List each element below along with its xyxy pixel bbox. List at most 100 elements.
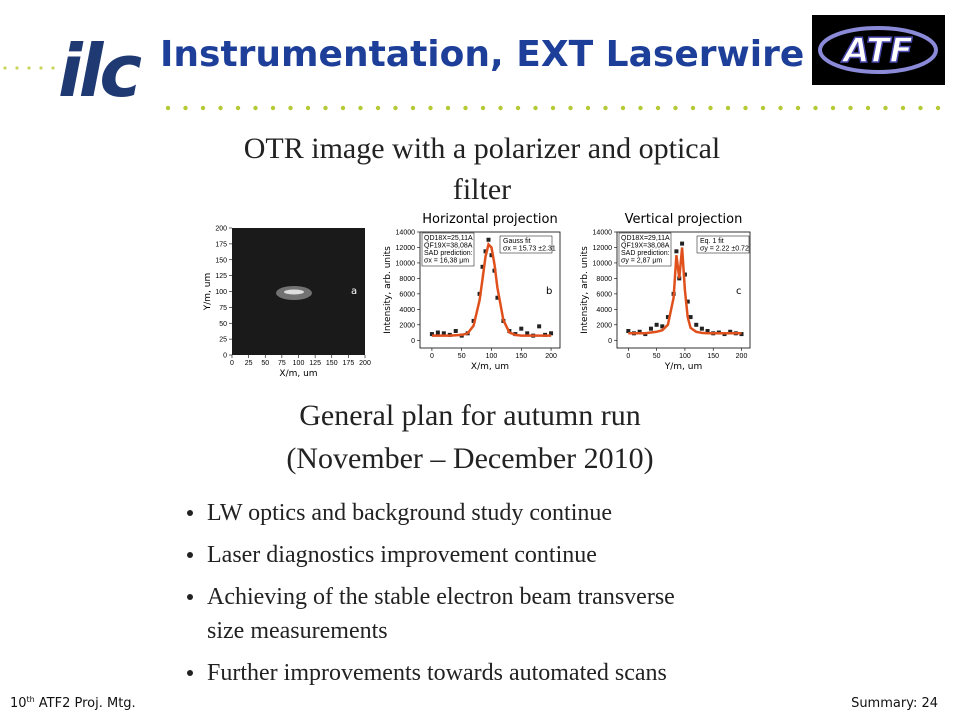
legend-text: QF19X=38,08A (621, 243, 670, 250)
logo: ilc (58, 29, 141, 113)
footer-left: 10th ATF2 Proj. Mtg. (10, 695, 136, 711)
beam-spot (284, 289, 304, 295)
y-tick-label: 2000 (596, 322, 612, 329)
x-tick-label: 175 (343, 360, 355, 367)
data-point (688, 315, 693, 320)
bullet (187, 594, 193, 600)
y-tick-label: 75 (219, 305, 227, 312)
x-tick-label: 100 (679, 353, 691, 360)
dot (533, 105, 538, 111)
panel-label: b (546, 286, 552, 297)
data-point (648, 326, 653, 331)
x-tick-label: 25 (245, 360, 253, 367)
x-tick-label: 150 (515, 353, 527, 360)
dot (270, 105, 276, 111)
legend-text: QF19X=38,08A (424, 243, 473, 250)
x-tick-label: 125 (309, 360, 321, 367)
dot (39, 66, 43, 70)
x-tick-label: 150 (707, 353, 719, 360)
dot (410, 105, 416, 111)
y-tick-label: 6000 (596, 291, 612, 298)
x-axis-label: X/m, um (471, 362, 509, 372)
y-axis-label: Y/m, um (203, 273, 213, 312)
data-point (739, 332, 744, 337)
y-tick-label: 10000 (396, 260, 416, 267)
dot (27, 66, 31, 70)
dot (550, 105, 556, 111)
data-point (626, 328, 631, 333)
dot (830, 105, 836, 111)
dot (323, 105, 328, 111)
dot (463, 105, 468, 111)
dot (638, 105, 643, 111)
data-point (699, 326, 704, 331)
x-tick-label: 200 (545, 353, 557, 360)
dot (883, 105, 888, 111)
dot (620, 105, 626, 111)
dot (848, 105, 853, 111)
dot (51, 66, 55, 70)
footer-sup: th (27, 695, 35, 704)
data-point (694, 322, 699, 327)
x-axis-label: Y/m, um (664, 362, 703, 372)
dot (603, 105, 608, 111)
bullet-text: LW optics and background study continue (207, 500, 612, 526)
dot (655, 105, 661, 111)
data-point (637, 329, 642, 334)
dot (690, 105, 696, 111)
dot (340, 105, 346, 111)
dot (218, 105, 223, 111)
panel-label: a (351, 286, 357, 297)
bullet (187, 670, 193, 676)
x-tick-label: 0 (430, 353, 434, 360)
dot (673, 105, 678, 111)
y-tick-label: 50 (219, 321, 227, 328)
figure-heading: OTR image with a polarizer and optical (244, 132, 721, 165)
y-tick-label: 200 (215, 226, 227, 233)
x-tick-label: 100 (486, 353, 498, 360)
bullet-text: Laser diagnostics improvement continue (207, 542, 597, 568)
bullet (187, 510, 193, 516)
y-tick-label: 2000 (399, 322, 415, 329)
data-point (441, 331, 446, 336)
data-point (435, 330, 440, 335)
data-point (537, 324, 542, 329)
footer-right: Summary: 24 (851, 696, 938, 711)
dot (480, 105, 486, 111)
data-point (429, 332, 434, 337)
dotted-rule (3, 66, 941, 111)
plot-frame (419, 231, 561, 349)
y-tick-label: 10000 (593, 260, 613, 267)
data-point (674, 249, 679, 254)
dot (253, 105, 258, 111)
dot (498, 105, 503, 111)
panel-label: c (736, 286, 742, 297)
y-axis-label: Intensity, arb. units (580, 246, 590, 334)
dot (165, 105, 171, 111)
y-axis-label: Intensity, arb. units (383, 246, 393, 334)
dot (813, 105, 818, 111)
dot (743, 105, 748, 111)
dot (865, 105, 871, 111)
dot (288, 105, 293, 111)
data-point (480, 264, 485, 269)
legend-box (618, 232, 672, 267)
x-tick-label: 50 (653, 353, 661, 360)
y-tick-label: 14000 (396, 230, 416, 237)
legend-text: SAD prediction: (424, 250, 473, 257)
dot (375, 105, 381, 111)
fit-legend-text: σy = 2.22 ±0.72 (700, 246, 749, 253)
fit-box (499, 235, 553, 254)
dot (725, 105, 731, 111)
legend-box (421, 232, 475, 267)
dot (358, 105, 363, 111)
fit-box (696, 235, 750, 254)
x-tick-label: 150 (326, 360, 338, 367)
dot (235, 105, 241, 111)
bullet (187, 552, 193, 558)
legend-text: QD18X=29,11A (621, 235, 670, 242)
slide-title: Instrumentation, EXT Laserwire (160, 34, 804, 75)
x-tick-label: 50 (458, 353, 466, 360)
plot-title: Horizontal projection (422, 212, 557, 227)
